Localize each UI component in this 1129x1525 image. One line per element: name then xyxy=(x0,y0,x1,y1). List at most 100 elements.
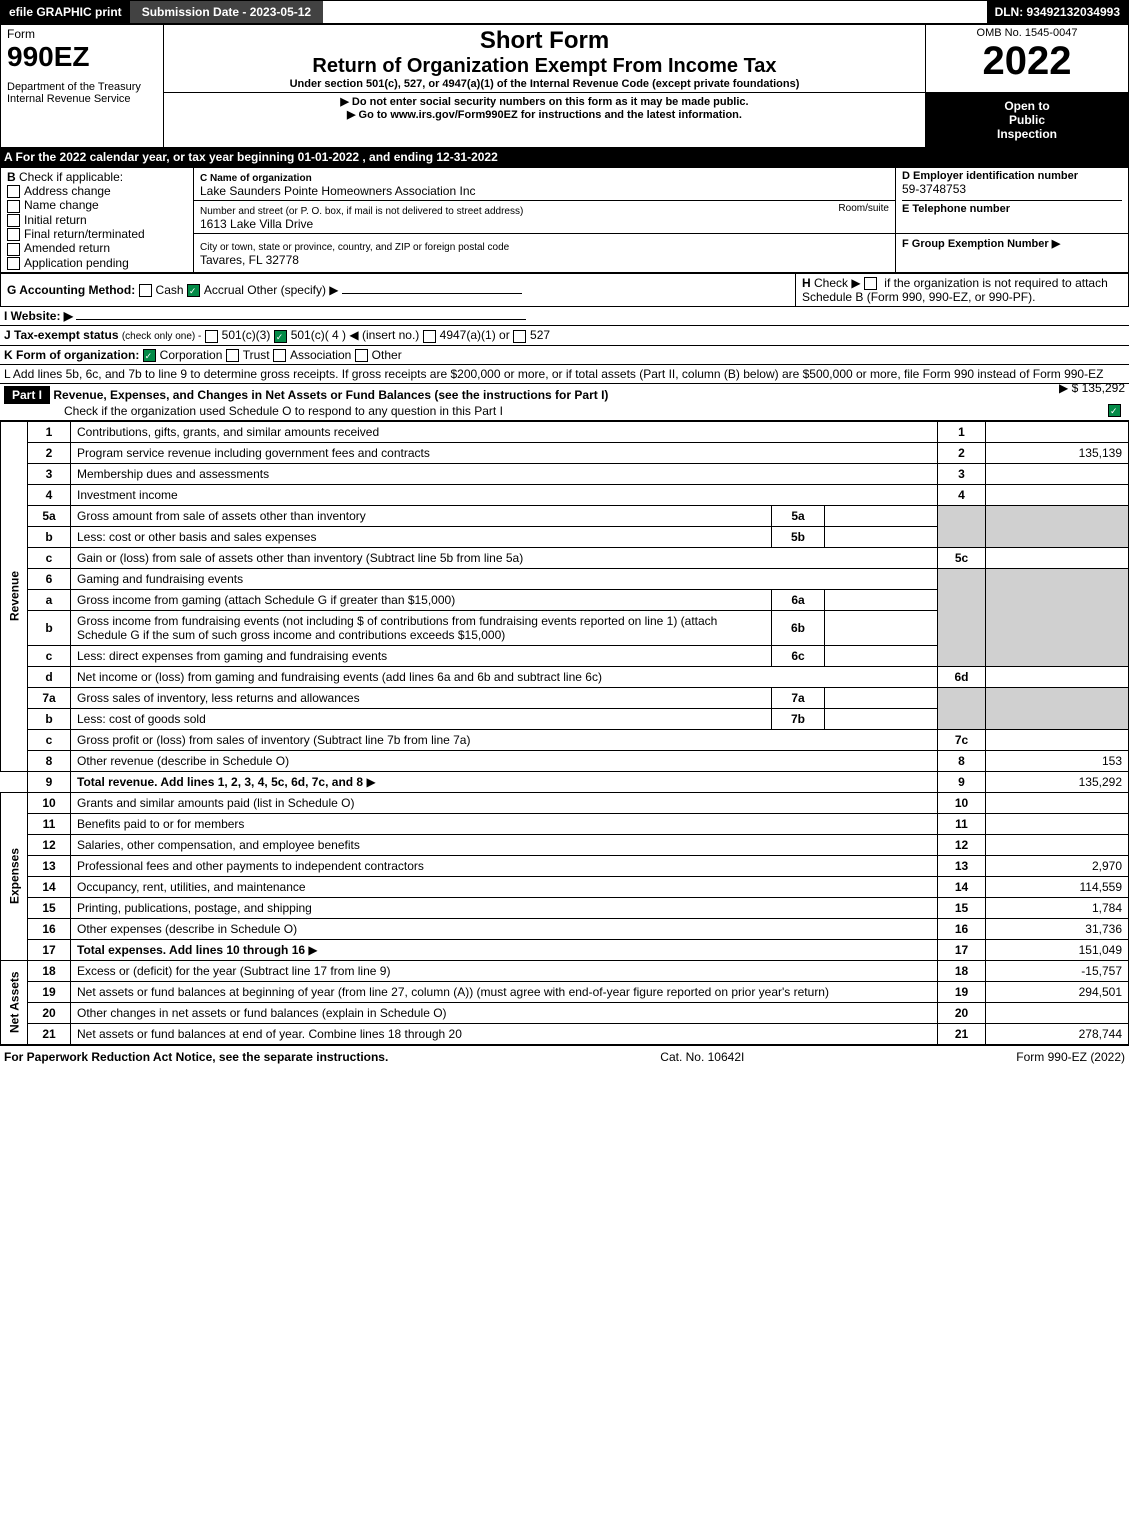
line-7a-label: Gross sales of inventory, less returns a… xyxy=(77,691,360,705)
section-h-label: H xyxy=(802,276,811,290)
part1-label: Part I xyxy=(4,386,50,404)
part1-check-note: Check if the organization used Schedule … xyxy=(64,404,503,418)
initial-return-checkbox[interactable] xyxy=(7,214,20,227)
line-7b-amount xyxy=(825,708,938,729)
line-5b-amount xyxy=(825,526,938,547)
top-bar: efile GRAPHIC print Submission Date - 20… xyxy=(0,0,1129,24)
line-7a-amount xyxy=(825,687,938,708)
name-change-label: Name change xyxy=(24,198,99,212)
section-l: L Add lines 5b, 6c, and 7b to line 9 to … xyxy=(0,365,1129,384)
line-6a-label: Gross income from gaming (attach Schedul… xyxy=(77,593,455,607)
form-label: Form xyxy=(7,27,157,41)
line-8-label: Other revenue (describe in Schedule O) xyxy=(77,754,289,768)
501c3-label: 501(c)(3) xyxy=(222,328,271,342)
section-b-label: B xyxy=(7,170,16,184)
501c3-checkbox[interactable] xyxy=(205,330,218,343)
part1-title: Revenue, Expenses, and Changes in Net As… xyxy=(53,388,608,402)
trust-label: Trust xyxy=(243,348,270,362)
room-label: Room/suite xyxy=(838,203,889,214)
form-version: Form 990-EZ (2022) xyxy=(1016,1050,1125,1064)
section-i: I Website: ▶ xyxy=(0,307,1129,326)
line-5a-label: Gross amount from sale of assets other t… xyxy=(77,509,366,523)
527-label: 527 xyxy=(530,328,550,342)
527-checkbox[interactable] xyxy=(513,330,526,343)
line-6a-amount xyxy=(825,589,938,610)
line-4-label: Investment income xyxy=(77,488,178,502)
line-12-amount xyxy=(986,834,1129,855)
line-14-amount: 114,559 xyxy=(986,876,1129,897)
submission-date: Submission Date - 2023-05-12 xyxy=(130,1,323,23)
other-org-checkbox[interactable] xyxy=(355,349,368,362)
line-7b-label: Less: cost of goods sold xyxy=(77,712,206,726)
ein: 59-3748753 xyxy=(902,182,1122,196)
section-k: K Form of organization: Corporation Trus… xyxy=(0,346,1129,365)
501c-checkbox[interactable] xyxy=(274,330,287,343)
dln: DLN: 93492132034993 xyxy=(987,1,1128,23)
section-c-label: C Name of organization xyxy=(200,173,312,184)
schedule-o-checkbox[interactable] xyxy=(1108,404,1121,417)
name-change-checkbox[interactable] xyxy=(7,200,20,213)
line-8-amount: 153 xyxy=(986,750,1129,771)
association-checkbox[interactable] xyxy=(273,349,286,362)
omb-number: OMB No. 1545-0047 xyxy=(932,27,1122,39)
line-9-amount: 135,292 xyxy=(986,771,1129,792)
line-17-amount: 151,049 xyxy=(986,939,1129,960)
gross-receipts-amount: ▶ $ 135,292 xyxy=(1059,381,1125,395)
expenses-side-label: Expenses xyxy=(1,792,28,960)
form-header: Form 990EZ Department of the Treasury In… xyxy=(0,24,1129,148)
4947-checkbox[interactable] xyxy=(423,330,436,343)
501c-label: 501(c)( 4 ) ◀ (insert no.) xyxy=(291,328,420,342)
schedule-b-checkbox[interactable] xyxy=(864,277,877,290)
line-6c-amount xyxy=(825,645,938,666)
form-number: 990EZ xyxy=(7,41,157,73)
street-address: 1613 Lake Villa Drive xyxy=(200,217,313,231)
trust-checkbox[interactable] xyxy=(226,349,239,362)
address-change-checkbox[interactable] xyxy=(7,185,20,198)
line-9-label: Total revenue. Add lines 1, 2, 3, 4, 5c,… xyxy=(77,775,363,789)
subtitle: Under section 501(c), 527, or 4947(a)(1)… xyxy=(170,78,919,90)
line-16-amount: 31,736 xyxy=(986,918,1129,939)
line-10-amount xyxy=(986,792,1129,813)
line-20-label: Other changes in net assets or fund bala… xyxy=(77,1006,447,1020)
cash-checkbox[interactable] xyxy=(139,284,152,297)
line-5c-amount xyxy=(986,547,1129,568)
line-3-amount xyxy=(986,463,1129,484)
accrual-label: Accrual xyxy=(204,283,244,297)
corporation-checkbox[interactable] xyxy=(143,349,156,362)
section-d-label: D Employer identification number xyxy=(902,170,1122,182)
section-e-label: E Telephone number xyxy=(902,200,1122,215)
initial-return-label: Initial return xyxy=(24,213,87,227)
association-label: Association xyxy=(290,348,351,362)
irs-label: Internal Revenue Service xyxy=(7,93,157,105)
line-7c-amount xyxy=(986,729,1129,750)
revenue-side-label: Revenue xyxy=(1,421,28,771)
cat-number: Cat. No. 10642I xyxy=(660,1050,744,1064)
other-specify-label: Other (specify) ▶ xyxy=(247,283,338,297)
application-pending-checkbox[interactable] xyxy=(7,257,20,270)
line-5a-amount xyxy=(825,505,938,526)
open-public-inspection: Open to Public Inspection xyxy=(926,93,1128,147)
amended-return-checkbox[interactable] xyxy=(7,243,20,256)
goto-link[interactable]: ▶ Go to www.irs.gov/Form990EZ for instru… xyxy=(170,108,919,121)
cash-label: Cash xyxy=(156,283,184,297)
line-21-amount: 278,744 xyxy=(986,1023,1129,1044)
line-5b-label: Less: cost or other basis and sales expe… xyxy=(77,530,316,544)
efile-print: efile GRAPHIC print xyxy=(1,1,130,23)
line-1-label: Contributions, gifts, grants, and simila… xyxy=(77,425,379,439)
line-6b-label: Gross income from fundraising events (no… xyxy=(77,614,364,628)
accrual-checkbox[interactable] xyxy=(187,284,200,297)
sections-g-h: G Accounting Method: Cash Accrual Other … xyxy=(0,273,1129,307)
paperwork-notice: For Paperwork Reduction Act Notice, see … xyxy=(4,1050,388,1064)
final-return-checkbox[interactable] xyxy=(7,228,20,241)
line-6d-label: Net income or (loss) from gaming and fun… xyxy=(77,670,602,684)
final-return-label: Final return/terminated xyxy=(24,227,145,241)
line-6c-label: Less: direct expenses from gaming and fu… xyxy=(77,649,387,663)
line-1-amount xyxy=(986,421,1129,442)
line-18-label: Excess or (deficit) for the year (Subtra… xyxy=(77,964,390,978)
section-j: J Tax-exempt status (check only one) - 5… xyxy=(0,326,1129,345)
application-pending-label: Application pending xyxy=(24,256,129,270)
line-15-amount: 1,784 xyxy=(986,897,1129,918)
line-6d-amount xyxy=(986,666,1129,687)
section-f-label: F Group Exemption Number ▶ xyxy=(902,238,1060,250)
check-if-applicable: Check if applicable: xyxy=(19,170,123,184)
